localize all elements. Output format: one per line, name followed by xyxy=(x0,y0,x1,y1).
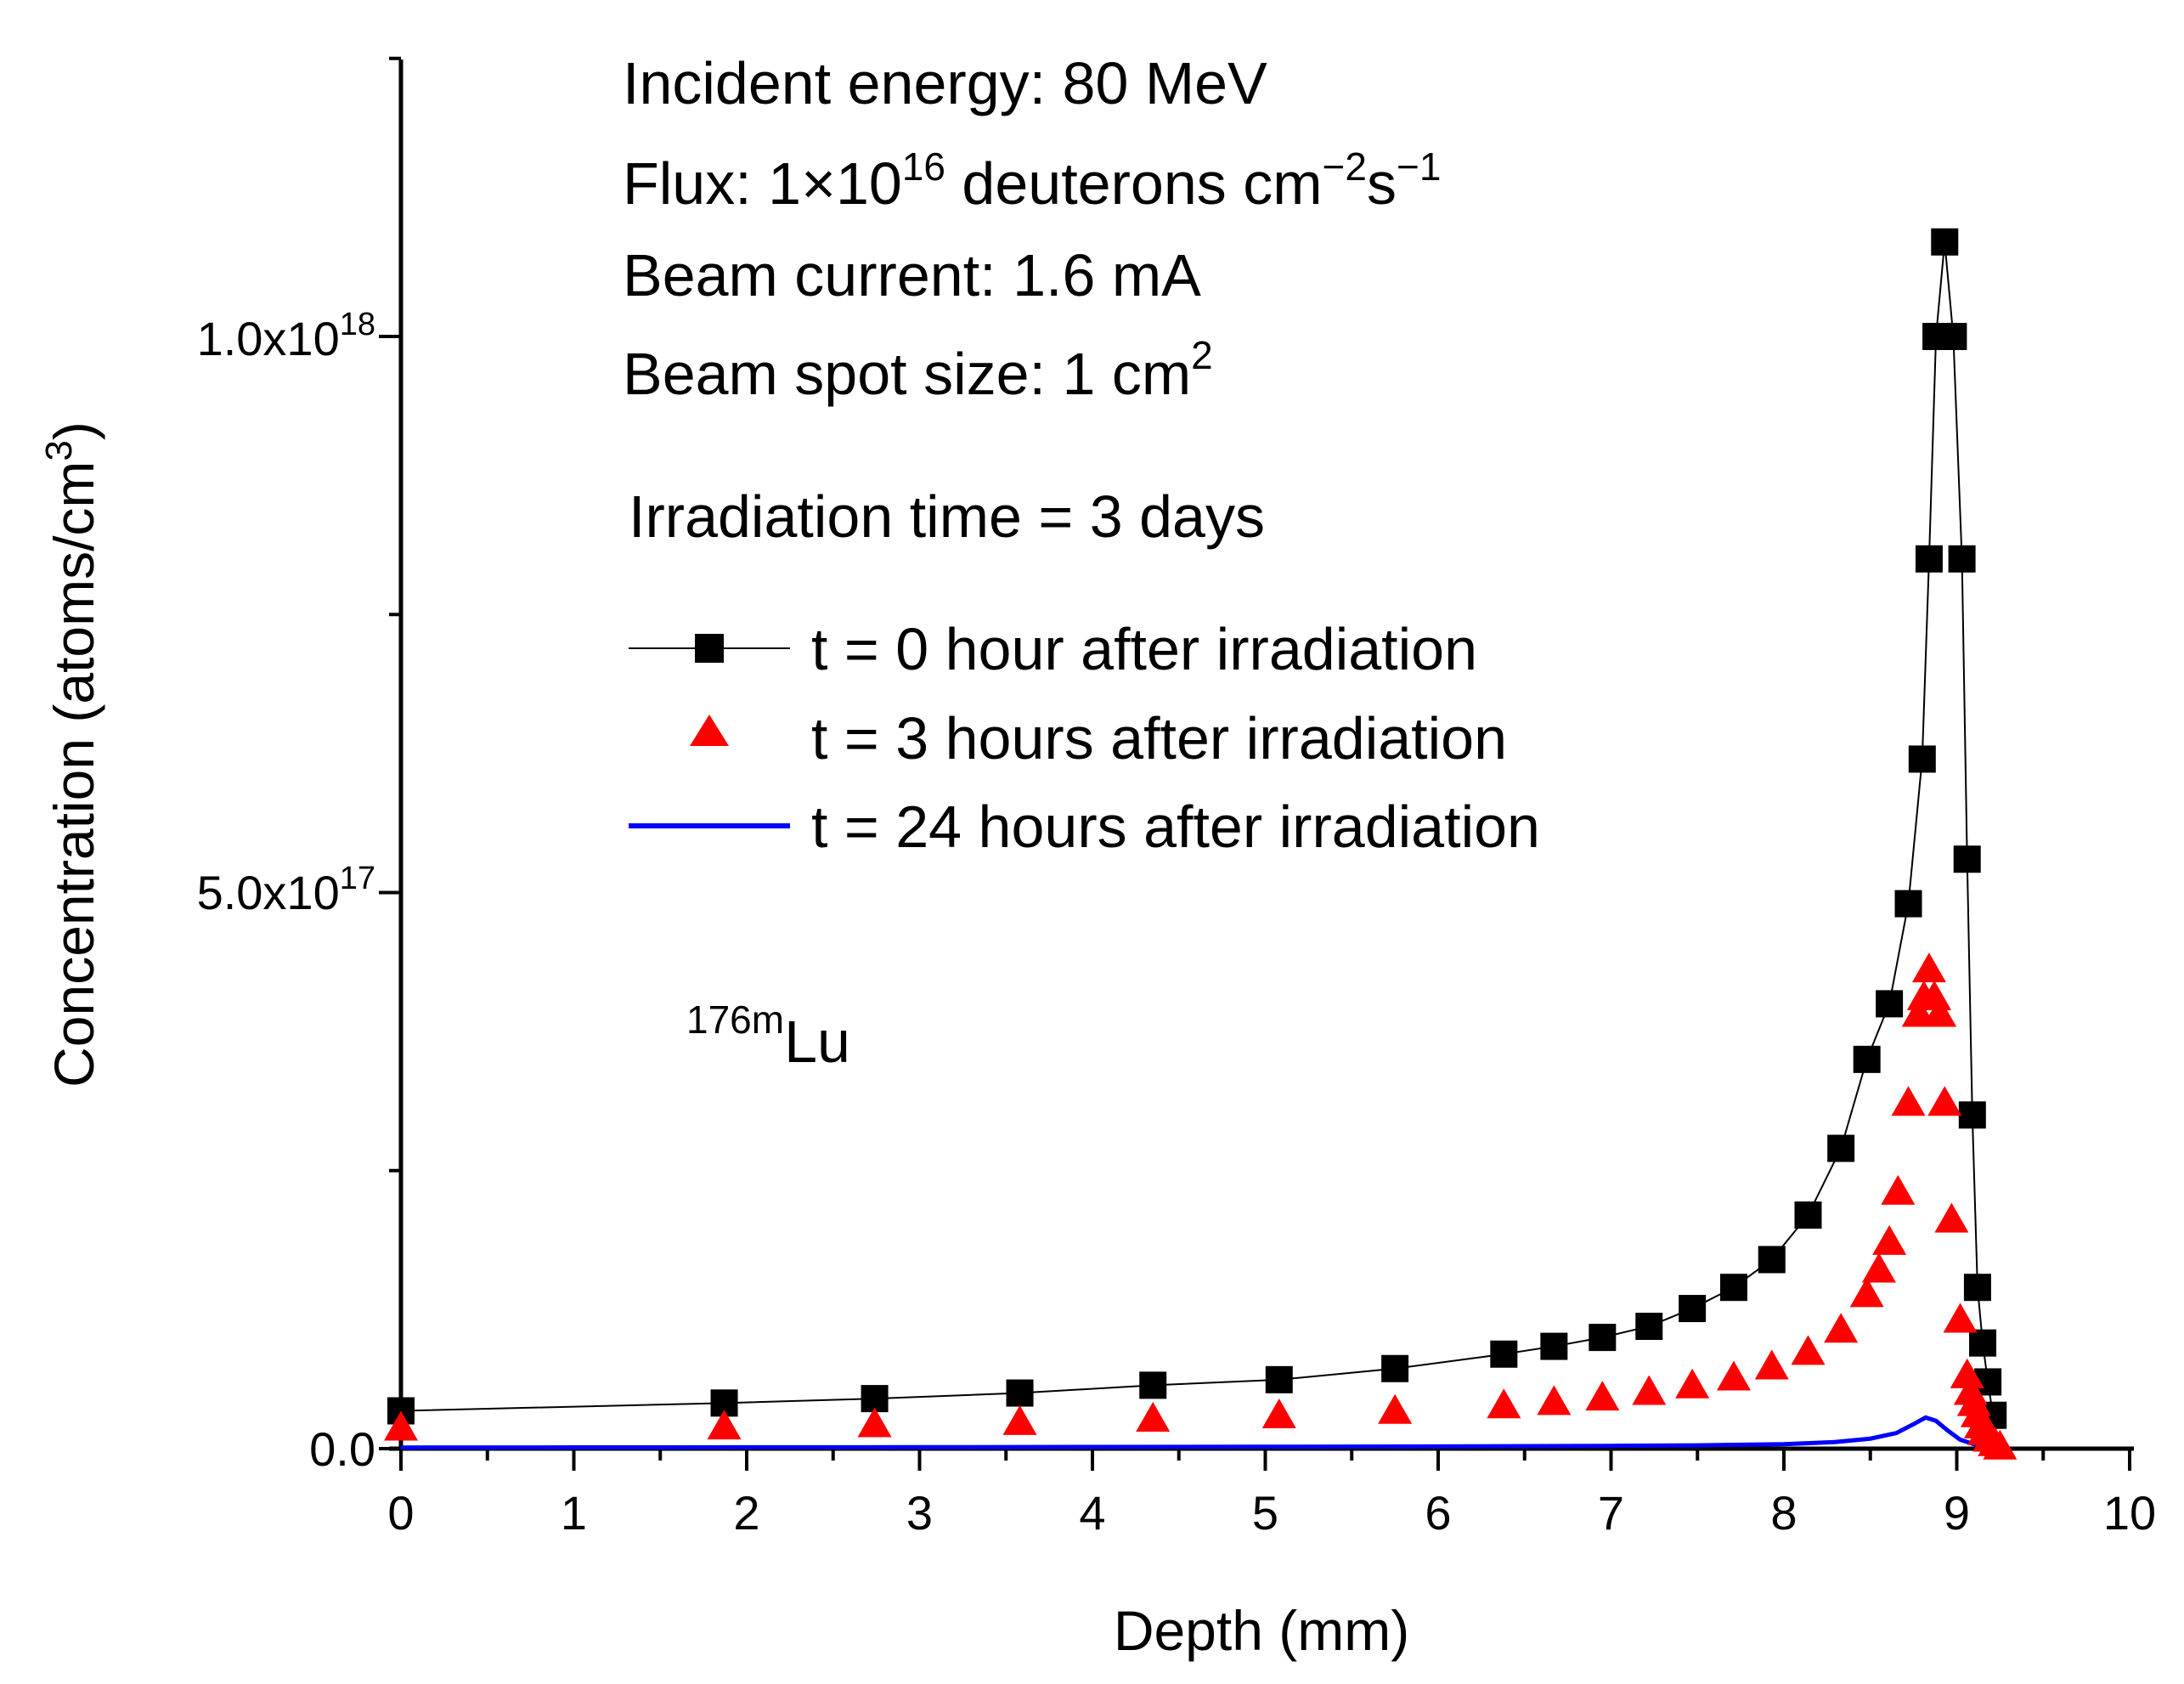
series-3h-point xyxy=(1861,1252,1896,1283)
x-tick-label: 7 xyxy=(1598,1486,1624,1540)
series-3h-point xyxy=(1891,1086,1926,1116)
series-3h-point xyxy=(1917,980,1952,1010)
series-0h-point xyxy=(1953,845,1981,873)
series-0h-point xyxy=(1139,1371,1167,1399)
x-tick-label: 0 xyxy=(387,1486,414,1540)
x-tick-label: 8 xyxy=(1770,1486,1797,1540)
series-3h-point xyxy=(1927,1086,1962,1116)
series-3h-point xyxy=(1716,1360,1751,1391)
annotation-current: Beam current: 1.6 mA xyxy=(623,242,1201,308)
x-tick-label: 4 xyxy=(1079,1486,1105,1540)
series-0h-point xyxy=(1939,323,1967,350)
y-ticks xyxy=(379,56,401,1450)
x-tick-label: 10 xyxy=(2103,1486,2156,1540)
series-3h-point xyxy=(1881,1174,1916,1205)
series-0h-point xyxy=(1894,890,1922,918)
y-axis-title: Concentration (atoms/cm3) xyxy=(38,421,105,1088)
series-3h-point xyxy=(1824,1313,1859,1343)
series-0h-point xyxy=(1876,990,1904,1018)
series-3h-point xyxy=(1002,1404,1037,1435)
x-axis-title: Depth (mm) xyxy=(1114,1599,1409,1662)
series-0h-point xyxy=(1758,1246,1786,1274)
series-0h-point xyxy=(1265,1365,1293,1393)
x-tick-label: 5 xyxy=(1252,1486,1278,1540)
series-3h-point xyxy=(1537,1385,1572,1416)
annotation-flux: Flux: 1×1016 deuterons cm−2s−1 xyxy=(623,144,1441,217)
series-0h-point xyxy=(1931,228,1959,256)
series-0h-point xyxy=(1908,745,1936,773)
series-0h-point xyxy=(1827,1134,1855,1162)
series-3h-point xyxy=(1632,1375,1667,1405)
legend-label-3h: t = 3 hours after irradiation xyxy=(811,705,1507,771)
series-3h-point xyxy=(1791,1335,1826,1365)
series-3h-point xyxy=(1754,1349,1789,1380)
annotation-irradiation: Irradiation time = 3 days xyxy=(629,483,1265,550)
series-3h-point xyxy=(857,1407,892,1438)
series-3h-point xyxy=(1136,1401,1171,1432)
series-24h-line xyxy=(400,1415,2001,1451)
series-0h-point xyxy=(1948,545,1976,573)
legend: t = 0 hour after irradiation t = 3 hours… xyxy=(629,616,1540,860)
series-0h-point xyxy=(1719,1274,1747,1302)
y-tick-labels: 0.0 5.0x1017 1.0x1018 xyxy=(197,307,375,1476)
series-3h-point xyxy=(1378,1393,1413,1424)
series-3h-point xyxy=(1911,952,1946,983)
legend-marker-triangle xyxy=(690,715,729,746)
series-0h-point xyxy=(1853,1045,1881,1073)
series-0h-point xyxy=(1635,1313,1663,1341)
x-ticks xyxy=(399,1449,2131,1471)
series-3h-point xyxy=(1261,1399,1296,1429)
series-0h-point xyxy=(1381,1354,1409,1382)
series-3h-point xyxy=(1849,1277,1884,1308)
series-0h-point xyxy=(1915,545,1943,573)
y-tick-label-1e18: 1.0x1018 xyxy=(197,307,375,365)
series-0h-point xyxy=(1490,1340,1518,1368)
series-3h-point xyxy=(1922,997,1957,1027)
x-tick-label: 2 xyxy=(733,1486,759,1540)
legend-item-24h: t = 24 hours after irradiation xyxy=(629,794,1540,860)
x-tick-label: 9 xyxy=(1944,1486,1970,1540)
series-3h-point xyxy=(707,1410,742,1440)
annotation-isotope: 176mLu xyxy=(686,997,850,1075)
x-tick-label: 6 xyxy=(1425,1486,1451,1540)
series-3h-point xyxy=(1983,1429,2018,1460)
series-0h-point xyxy=(1963,1274,1991,1302)
y-tick-label-5e17: 5.0x1017 xyxy=(197,861,375,919)
legend-item-3h: t = 3 hours after irradiation xyxy=(690,705,1507,771)
y-tick-label-0: 0.0 xyxy=(309,1422,375,1476)
series-0h-point xyxy=(1958,1101,1986,1129)
series-3h-point xyxy=(1872,1224,1907,1255)
series-0h-point xyxy=(1006,1379,1034,1407)
series-24h xyxy=(400,1415,2001,1451)
annotation-spot: Beam spot size: 1 cm2 xyxy=(623,333,1213,407)
series-3h-point xyxy=(1934,1202,1969,1233)
series-0h-point xyxy=(1679,1295,1707,1323)
series-0h-point xyxy=(1540,1332,1568,1360)
series-3h-point xyxy=(1487,1388,1521,1419)
annotations: Incident energy: 80 MeV Flux: 1×1016 deu… xyxy=(623,50,1441,1075)
series-3h xyxy=(384,952,2018,1460)
series-0h-point xyxy=(1589,1324,1617,1352)
annotation-energy: Incident energy: 80 MeV xyxy=(623,50,1267,116)
series-0h-point xyxy=(1969,1329,1997,1357)
series-3h-point xyxy=(1950,1358,1984,1388)
legend-marker-square xyxy=(695,634,724,663)
series-0h-point xyxy=(1794,1201,1822,1229)
legend-item-0h: t = 0 hour after irradiation xyxy=(629,616,1477,682)
series-3h-point xyxy=(1943,1303,1978,1333)
series-3h-point xyxy=(1675,1368,1710,1399)
series-3h-point xyxy=(1585,1381,1620,1411)
x-tick-labels: 0 1 2 3 4 5 6 7 8 9 10 xyxy=(387,1486,2156,1540)
x-tick-label: 1 xyxy=(561,1486,587,1540)
x-tick-label: 3 xyxy=(906,1486,933,1540)
series-3h-point xyxy=(384,1410,418,1441)
legend-label-24h: t = 24 hours after irradiation xyxy=(811,794,1540,860)
legend-label-0h: t = 0 hour after irradiation xyxy=(811,616,1477,682)
